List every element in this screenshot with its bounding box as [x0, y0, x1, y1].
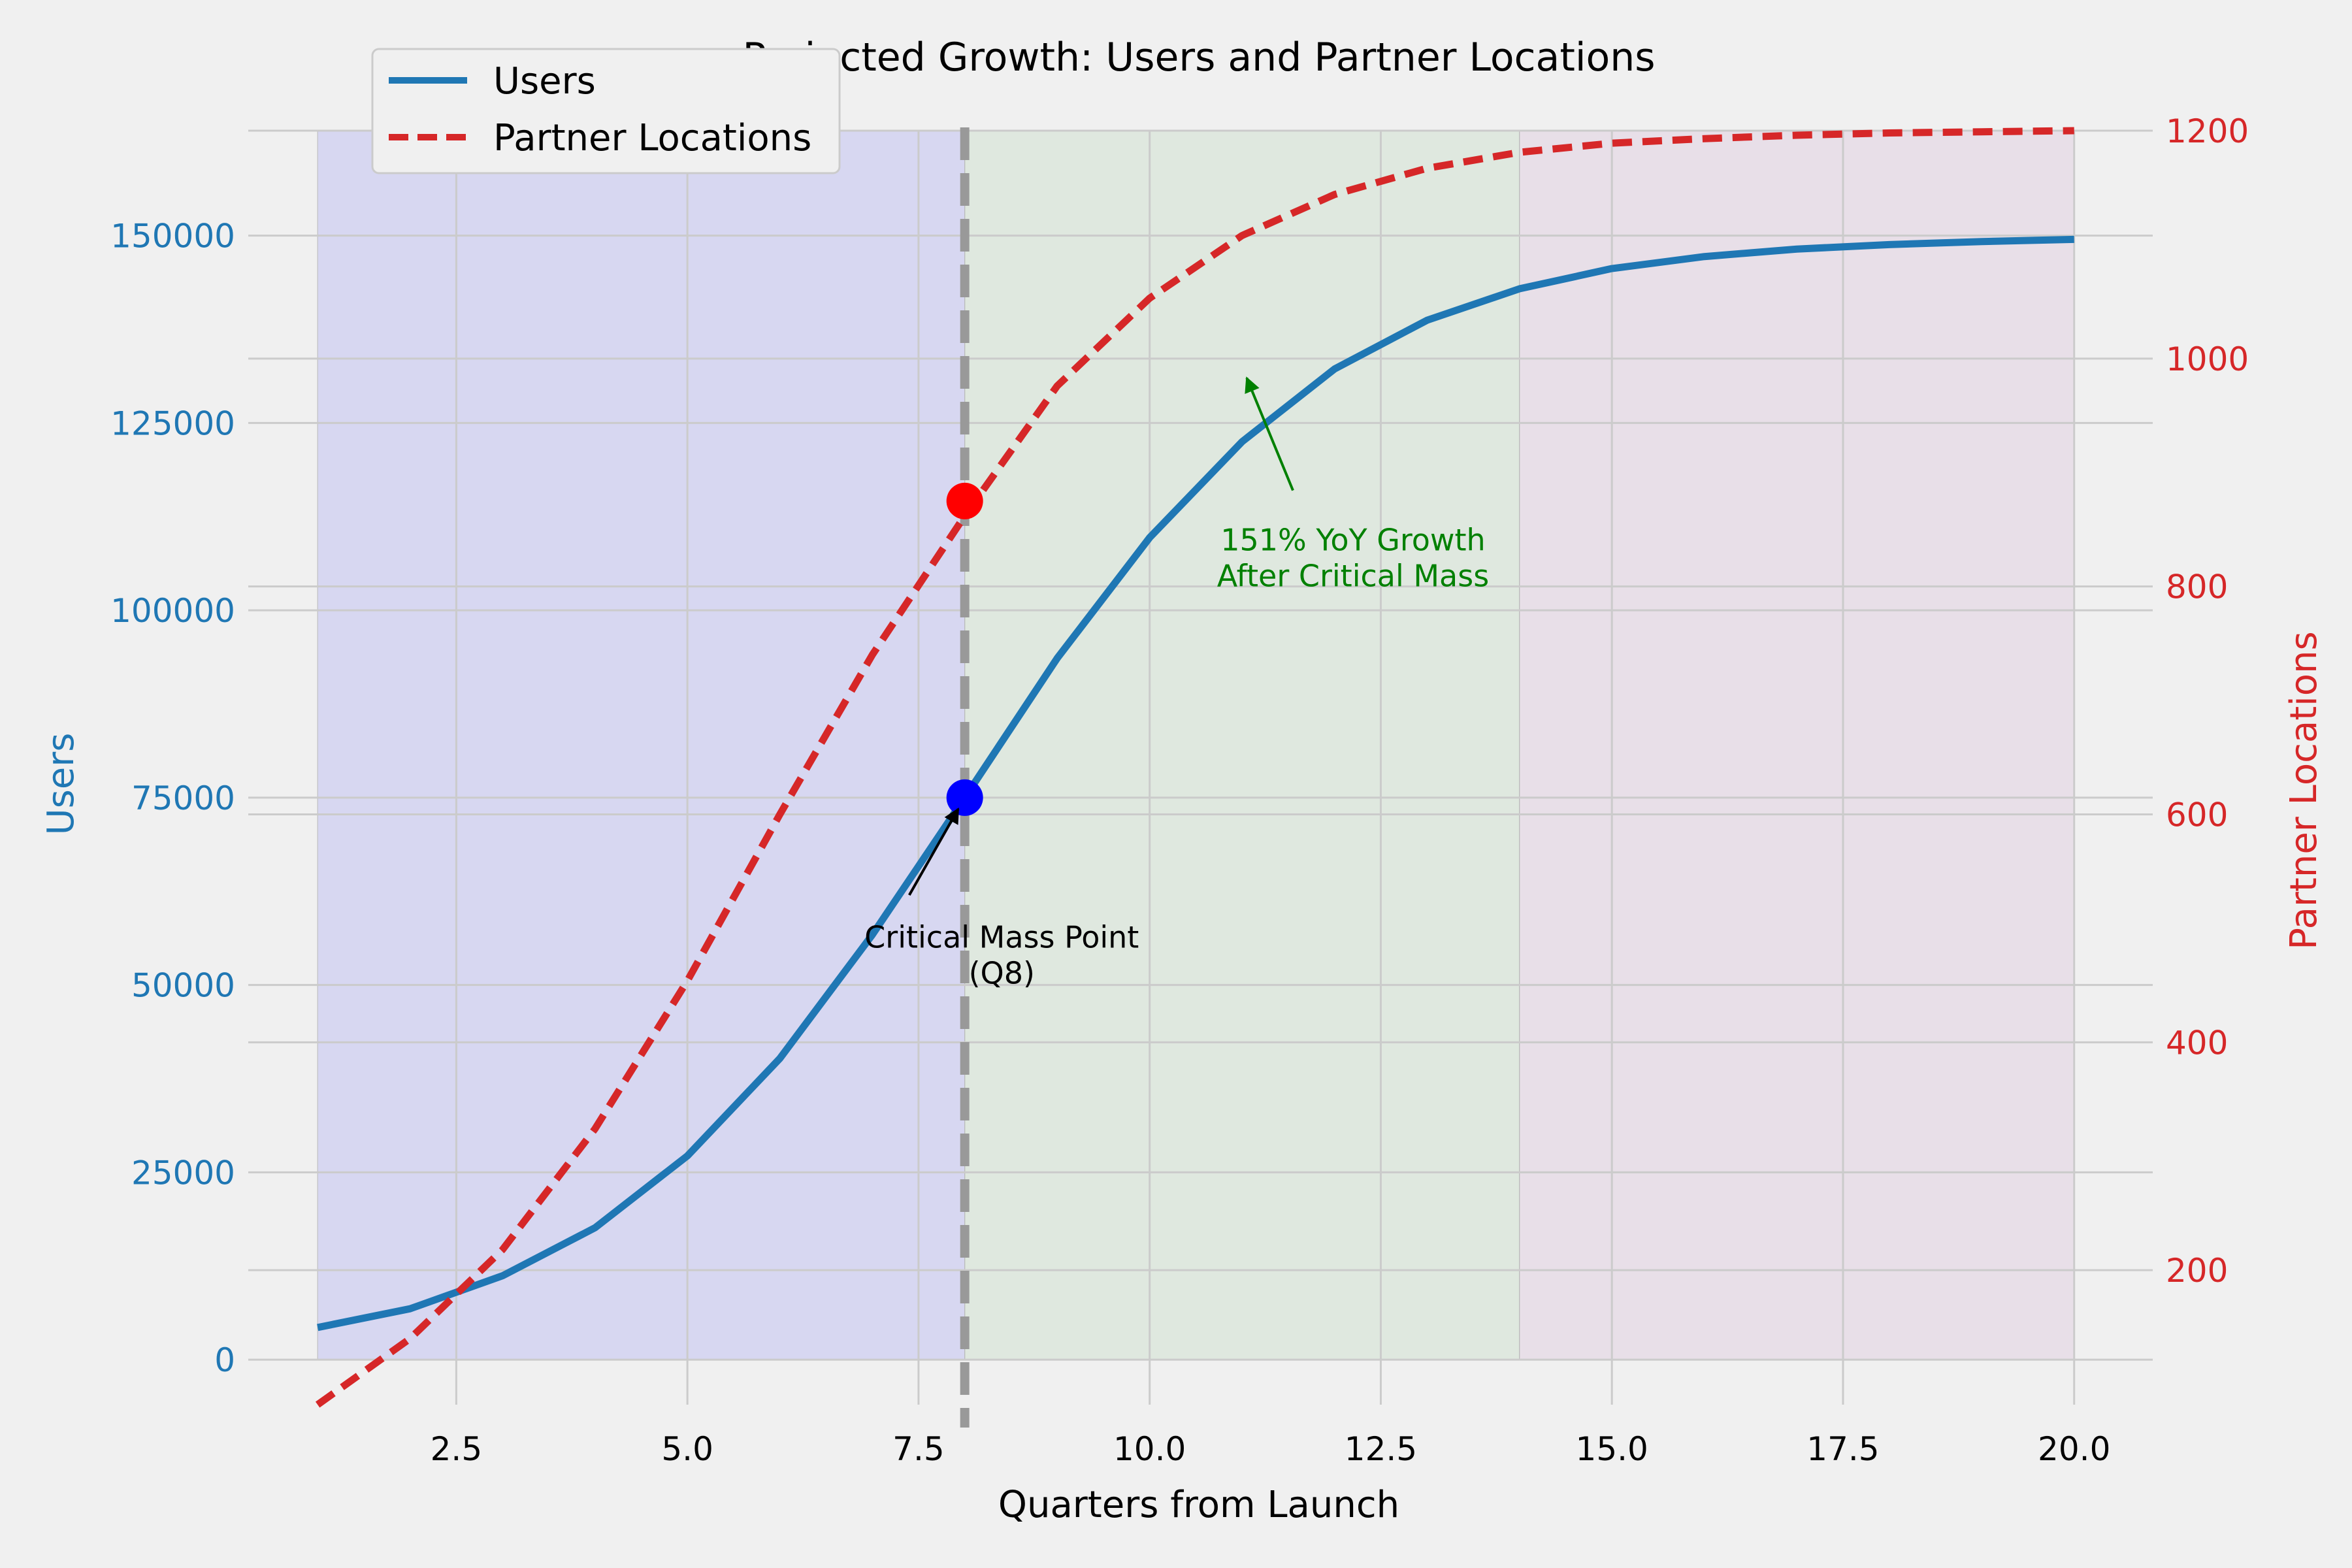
x-tick-label: 12.5: [1345, 1430, 1417, 1468]
annotation-text-2: After Critical Mass: [1217, 558, 1489, 593]
annotation-arrow-2: [1245, 376, 1294, 491]
annotation-layer: Critical Mass Point(Q8) 151% YoY GrowthAf…: [864, 376, 1489, 990]
y-right-tick-label: 1200: [2166, 112, 2249, 150]
x-axis-label: Quarters from Launch: [998, 1484, 1399, 1526]
x-tick-label: 10.0: [1113, 1430, 1186, 1468]
annotation-text-1: (Q8): [969, 955, 1035, 990]
y-left-tick-label: 50000: [131, 967, 235, 1005]
y-left-tick-label: 0: [214, 1341, 235, 1379]
x-tick-label: 7.5: [892, 1430, 945, 1468]
critical-mass-marker: [946, 779, 983, 816]
annotation-text-1: Critical Mass Point: [864, 919, 1139, 955]
y-right-tick-label: 200: [2166, 1252, 2228, 1290]
x-tick-label: 17.5: [1806, 1430, 1879, 1468]
y-left-tick-label: 150000: [110, 218, 235, 255]
annotation-arrow-1: [908, 808, 960, 896]
x-tick-label: 2.5: [431, 1430, 483, 1468]
shaded-region-2: [964, 130, 1520, 1360]
annotation-text-2: 151% YoY Growth: [1220, 522, 1486, 557]
axes: 2.5 5.0 7.5 10.0 12.5 15.0 17.5 20.0 0 25000 50000…: [110, 112, 2249, 1468]
chart-title: Projected Growth: Users and Partner Loca…: [742, 35, 1655, 80]
series-line-partner-locations: [315, 127, 2074, 1408]
y-left-tick-label: 100000: [110, 592, 235, 630]
legend-label-partner-locations: Partner Locations: [493, 117, 811, 159]
y-left-tick-label: 25000: [131, 1154, 235, 1192]
critical-mass-marker: [946, 482, 983, 519]
y-axis-label-left: Users: [40, 733, 82, 836]
legend-label-users: Users: [493, 60, 596, 103]
y-right-tick-label: 800: [2166, 568, 2228, 606]
y-left-tick-label: 75000: [131, 779, 235, 817]
shaded-region-3: [1519, 130, 2075, 1360]
marker-layer: [946, 482, 983, 816]
y-right-tick-label: 1000: [2166, 340, 2249, 378]
shaded-region-1: [317, 130, 966, 1360]
x-tick-label: 15.0: [1576, 1430, 1648, 1468]
x-tick-label: 5.0: [661, 1430, 713, 1468]
legend-box: [371, 48, 841, 174]
x-tick-label: 20.0: [2038, 1430, 2110, 1468]
y-right-tick-label: 600: [2166, 796, 2228, 834]
legend: Users Partner Locations: [371, 48, 841, 174]
y-left-tick-label: 125000: [110, 404, 235, 442]
y-right-tick-label: 400: [2166, 1024, 2228, 1062]
y-axis-label-right: Partner Locations: [2283, 631, 2325, 949]
series-line-users: [317, 235, 2074, 1331]
shaded-regions: [317, 130, 2075, 1360]
series-layer: [315, 127, 2074, 1408]
